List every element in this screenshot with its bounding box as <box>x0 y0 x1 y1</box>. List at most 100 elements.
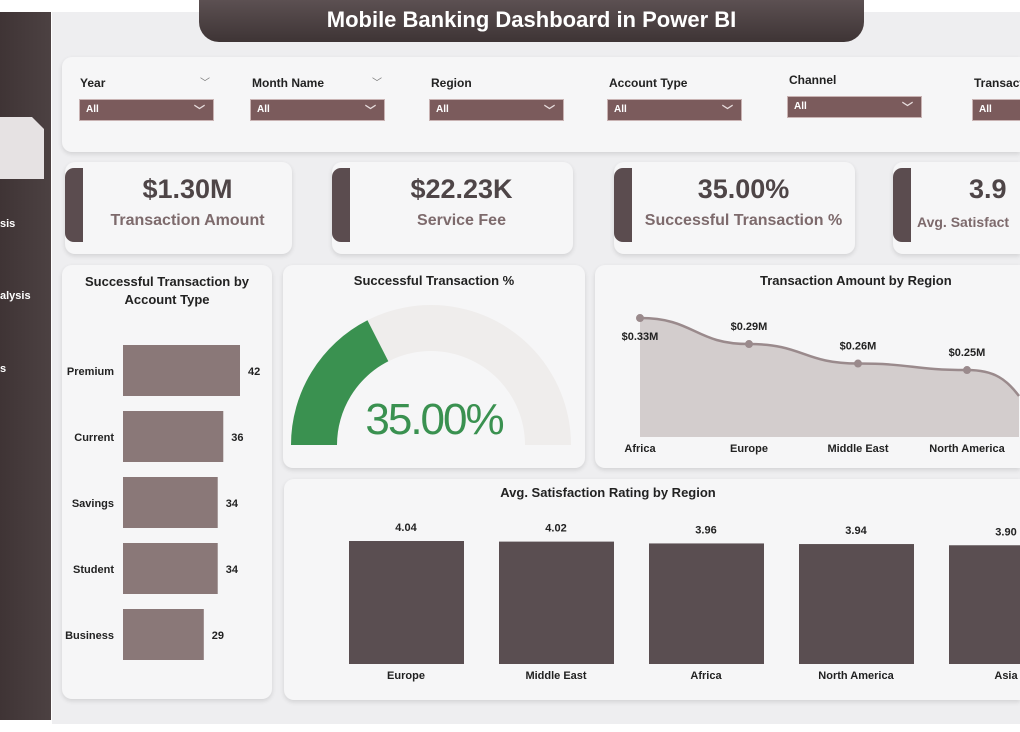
kpi-label: Service Fee <box>417 212 506 229</box>
data-label: 3.96 <box>695 524 716 536</box>
satisfaction-bars: 4.04 Europe 4.02 Middle East 3.96 Africa 3.94 N… <box>349 522 1020 682</box>
data-label: 4.04 <box>395 522 417 534</box>
chart-title: Successful Transaction % <box>353 273 515 288</box>
kpi-transaction-amount: $1.30M Transaction Amount <box>65 162 292 254</box>
filter-year-dropdown[interactable]: All ﹀ <box>79 99 214 121</box>
filter-label-year: Year <box>80 76 106 90</box>
kpi-accent-bar <box>65 168 83 242</box>
filter-channel-dropdown[interactable]: All ﹀ <box>787 96 922 118</box>
kpi-label: Avg. Satisfact <box>917 214 1010 230</box>
category-label: Middle East <box>525 670 586 682</box>
area-fill <box>640 318 1019 437</box>
category-label: Europe <box>730 443 768 455</box>
data-label: $0.25M <box>949 347 986 359</box>
data-label: 3.90 <box>995 526 1016 538</box>
kpi-service-fee: $22.23K Service Fee <box>332 162 573 254</box>
filter-value: All <box>794 101 807 112</box>
sidebar: sis alysis s <box>0 12 51 720</box>
category-label: Business <box>65 630 114 642</box>
data-label: $0.29M <box>731 321 768 333</box>
bar <box>123 477 218 528</box>
bar <box>949 545 1020 664</box>
data-point <box>854 359 862 368</box>
sidebar-item-analysis-1[interactable]: sis <box>0 218 16 230</box>
data-label: 36 <box>231 432 243 444</box>
filter-value: All <box>614 104 627 115</box>
category-label: Asia <box>994 670 1018 682</box>
bar <box>123 411 224 462</box>
bar <box>123 345 240 396</box>
kpi-label: Successful Transaction % <box>644 212 843 229</box>
chart-title: Successful Transaction by Account Type <box>84 274 249 307</box>
chevron-down-icon: ﹀ <box>544 105 555 117</box>
filter-panel: Year ﹀ All ﹀ Month Name ﹀ All ﹀ Region All… <box>62 57 1020 152</box>
chevron-down-icon[interactable]: ﹀ <box>372 78 382 89</box>
chart-title: Transaction Amount by Region <box>760 273 952 288</box>
data-label: 42 <box>248 366 260 378</box>
gauge <box>291 305 571 445</box>
data-label: 29 <box>212 630 224 642</box>
data-label: 34 <box>226 564 239 576</box>
filter-label-account-type: Account Type <box>609 76 688 90</box>
sidebar-active-item[interactable] <box>0 117 44 179</box>
data-point <box>636 314 644 323</box>
filter-label-region: Region <box>431 76 472 90</box>
bar <box>649 543 764 664</box>
bar <box>123 609 204 660</box>
bar <box>799 544 914 664</box>
chevron-down-icon: ﹀ <box>902 102 913 114</box>
data-label: $0.26M <box>840 341 877 353</box>
filter-label-channel: Channel <box>789 73 837 87</box>
kpi-accent-bar <box>614 168 632 242</box>
gauge-value: 35.00% <box>365 395 504 444</box>
category-label: Current <box>74 432 114 444</box>
chevron-down-icon: ﹀ <box>194 105 205 117</box>
kpi-label: Transaction Amount <box>110 212 265 229</box>
area-line <box>639 316 1020 397</box>
filter-value: All <box>979 104 992 115</box>
bar <box>499 541 614 664</box>
chevron-down-icon: ﹀ <box>722 105 733 117</box>
satisfaction-chart: Avg. Satisfaction Rating by Region 4.04 E… <box>284 479 1020 700</box>
filter-label-transaction: Transact <box>974 76 1020 90</box>
account-type-chart: Successful Transaction by Account Type P… <box>62 265 272 699</box>
filter-label-month: Month Name <box>252 76 324 90</box>
category-label: Africa <box>624 443 656 455</box>
kpi-value: 35.00% <box>697 174 790 204</box>
data-label: 34 <box>226 498 239 510</box>
filter-month-dropdown[interactable]: All ﹀ <box>250 99 385 121</box>
category-label: Middle East <box>827 443 888 455</box>
kpi-value: $22.23K <box>410 174 513 204</box>
category-label: Student <box>73 564 114 576</box>
account-type-bars: Premium 42 Current 36 Savings 34 Student 34 Busi… <box>65 345 260 660</box>
sidebar-item-analysis-2[interactable]: alysis <box>0 290 31 302</box>
filter-account-type-dropdown[interactable]: All ﹀ <box>607 99 742 121</box>
kpi-value: $1.30M <box>142 174 233 204</box>
kpi-accent-bar <box>893 168 911 242</box>
category-label: Africa <box>690 670 722 682</box>
chevron-down-icon: ﹀ <box>365 105 376 117</box>
bar <box>123 543 218 594</box>
page-title: Mobile Banking Dashboard in Power BI <box>199 0 864 42</box>
area-plot: $0.33M Africa $0.29M Europe $0.26M Middle Eas… <box>622 314 1020 455</box>
data-label: $0.33M <box>622 331 659 343</box>
chevron-down-icon[interactable]: ﹀ <box>200 78 210 89</box>
category-label: Europe <box>387 670 425 682</box>
kpi-value: 3.9 <box>969 174 1007 204</box>
category-label: North America <box>929 443 1005 455</box>
category-label: North America <box>818 670 894 682</box>
gauge-fill <box>291 320 389 445</box>
data-point <box>745 340 753 349</box>
category-label: Savings <box>72 498 114 510</box>
kpi-accent-bar <box>332 168 350 242</box>
data-point <box>963 366 971 375</box>
bar <box>349 541 464 664</box>
filter-transaction-dropdown[interactable]: All <box>972 99 1020 121</box>
kpi-successful-transaction: 35.00% Successful Transaction % <box>614 162 855 254</box>
category-label: Premium <box>67 366 114 378</box>
kpi-avg-satisfaction: 3.9 Avg. Satisfact <box>893 162 1020 254</box>
sidebar-item-3[interactable]: s <box>0 363 7 375</box>
data-label: 4.02 <box>545 523 566 535</box>
filter-region-dropdown[interactable]: All ﹀ <box>429 99 564 121</box>
filter-value: All <box>436 104 449 115</box>
